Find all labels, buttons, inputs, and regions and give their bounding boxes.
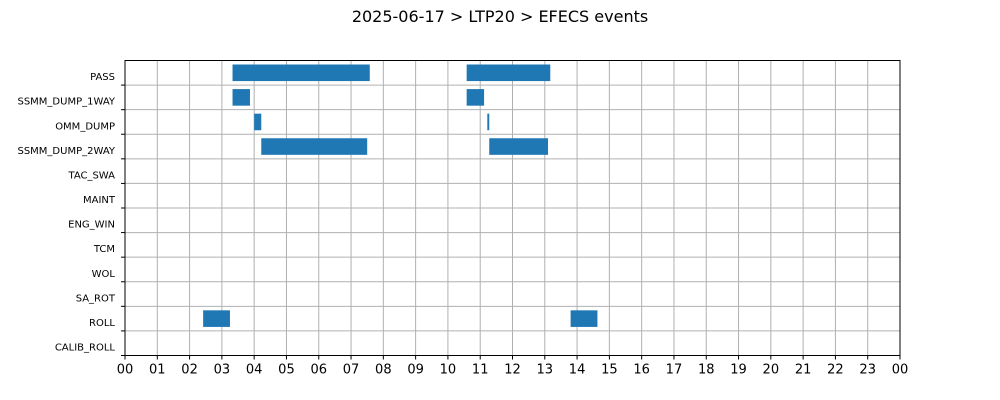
- x-tick-label: 12: [504, 363, 521, 378]
- x-tick-label: 23: [859, 363, 876, 378]
- event-bar-ssmm-dump-1way: [466, 89, 485, 106]
- x-tick-label: 15: [601, 363, 618, 378]
- event-bar-pass: [466, 64, 551, 82]
- x-tick-label: 19: [730, 363, 747, 378]
- y-tick-label: ENG_WIN: [68, 220, 115, 231]
- x-tick-label: 22: [827, 363, 844, 378]
- y-tick-label: SSMM_DUMP_1WAY: [17, 97, 115, 108]
- x-tick-label: 03: [214, 363, 231, 378]
- y-tick-label: OMM_DUMP: [55, 121, 115, 132]
- event-bar-roll: [203, 310, 230, 327]
- x-tick-label: 20: [763, 363, 780, 378]
- event-bar-ssmm-dump-2way: [261, 138, 368, 155]
- plot-frame: [124, 60, 901, 356]
- x-tick-label: 05: [278, 363, 295, 378]
- bars: [203, 64, 598, 327]
- x-tick-label: 00: [892, 363, 909, 378]
- x-tick-label: 02: [181, 363, 198, 378]
- x-tick-label: 04: [246, 363, 263, 378]
- y-tick-label: TCM: [93, 244, 115, 255]
- chart-title: 2025-06-17 > LTP20 > EFECS events: [352, 7, 648, 26]
- x-tick-label: 06: [310, 363, 327, 378]
- x-tick-label: 21: [795, 363, 812, 378]
- y-axis: PASS SSMM_DUMP_1WAY OMM_DUMP SSMM_DUMP_2WAY…: [17, 72, 125, 356]
- y-tick-label: PASS: [90, 72, 115, 83]
- x-tick-label: 14: [569, 363, 586, 378]
- y-tick-label: SA_ROT: [76, 293, 116, 304]
- x-tick-label: 07: [343, 363, 360, 378]
- event-bar-ssmm-dump-1way: [232, 89, 250, 106]
- x-tick-label: 08: [375, 363, 392, 378]
- x-axis: 00 01 02 03 04 05 06 07 08 09 10 11 12 13 14 15 16 17 18 19…: [117, 355, 909, 378]
- x-tick-label: 01: [149, 363, 166, 378]
- event-bar-ssmm-dump-2way: [489, 138, 549, 155]
- x-tick-label: 16: [633, 363, 650, 378]
- x-tick-label: 00: [117, 363, 134, 378]
- y-tick-label: TAC_SWA: [67, 170, 115, 181]
- event-bar-pass: [232, 64, 370, 82]
- y-tick-label: CALIB_ROLL: [55, 343, 116, 354]
- x-tick-label: 11: [472, 363, 489, 378]
- x-tick-label: 18: [698, 363, 715, 378]
- y-tick-label: MAINT: [83, 195, 116, 206]
- event-bar-roll: [570, 310, 598, 327]
- x-tick-label: 13: [537, 363, 554, 378]
- x-tick-label: 10: [440, 363, 457, 378]
- y-tick-label: ROLL: [89, 318, 115, 329]
- x-tick-label: 17: [666, 363, 683, 378]
- x-tick-label: 09: [407, 363, 424, 378]
- event-bar-omm-dump: [487, 113, 490, 131]
- event-bar-omm-dump: [254, 113, 262, 131]
- y-tick-label: WOL: [92, 269, 116, 280]
- y-tick-label: SSMM_DUMP_2WAY: [17, 146, 115, 157]
